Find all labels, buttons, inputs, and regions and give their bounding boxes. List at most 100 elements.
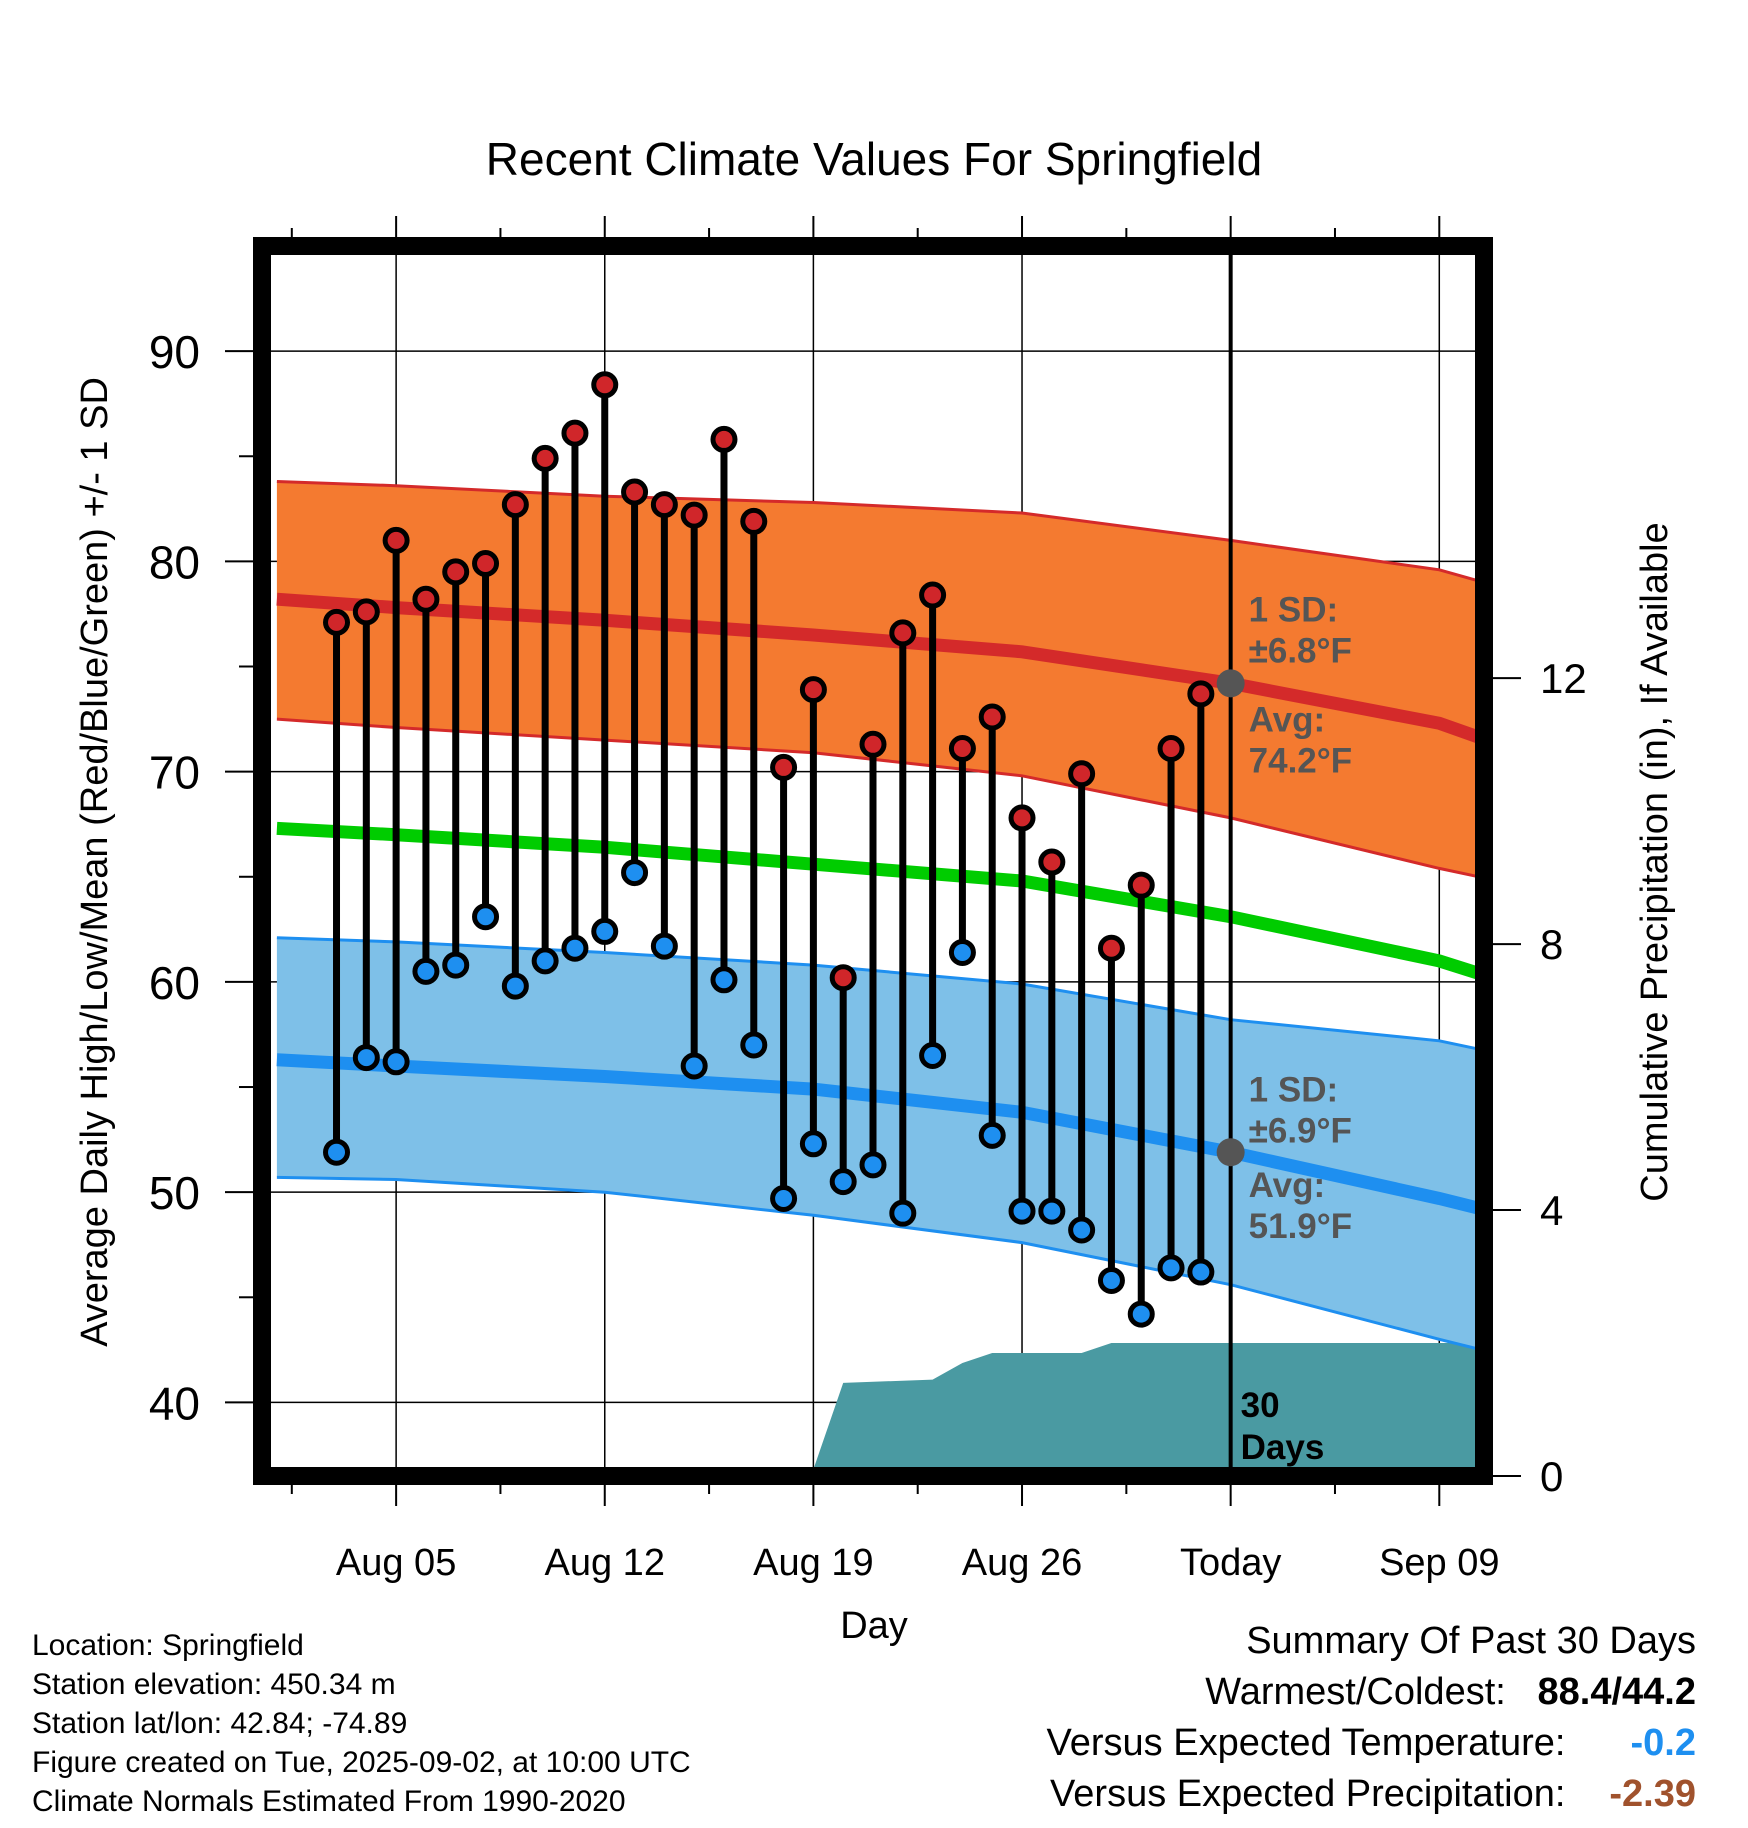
daily-high-point [561,419,589,447]
y-tick-label: 50 [149,1167,200,1219]
daily-low-point [978,1121,1006,1149]
daily-high-point [829,964,857,992]
high-sd-band [276,481,1484,878]
daily-high-point [710,425,738,453]
daily-low-point [591,917,619,945]
daily-high-point [889,619,917,647]
daily-low-point [382,1048,410,1076]
latlon-text: Station lat/lon: 42.84; -74.89 [32,1707,408,1740]
y-tick-label: 90 [149,326,200,378]
high-sd-value: ±6.8°F [1249,631,1352,670]
daily-low-point [352,1044,380,1072]
precip-area [262,1343,1484,1476]
daily-low-point [948,938,976,966]
daily-high-point [1187,680,1215,708]
daily-high-point [621,478,649,506]
daily-high-point [501,491,529,519]
x-tick-label: Aug 26 [962,1542,1082,1584]
daily-high-point [1097,934,1125,962]
daily-high-point [591,371,619,399]
x-axis-label: Day [840,1605,908,1647]
daily-low-point [770,1184,798,1212]
summary-precip-row: Versus Expected Precipitation: -2.39 [1050,1773,1696,1816]
daily-low-point [650,932,678,960]
daily-low-point [799,1130,827,1158]
daily-high-point [740,507,768,535]
low-sd-value: ±6.9°F [1249,1112,1352,1151]
daily-low-point [323,1138,351,1166]
warmest-label: Warmest/Coldest: [1205,1671,1506,1713]
x-tick-label: Sep 09 [1379,1542,1499,1584]
chart-title: Recent Climate Values For Springfield [486,133,1262,185]
daily-low-point [859,1151,887,1179]
daily-low-point [621,859,649,887]
daily-low-point [1068,1216,1096,1244]
low-avg-value: 51.9°F [1249,1207,1353,1246]
daily-low-point [472,903,500,931]
x-tick-label: Aug 12 [545,1542,665,1584]
created-text: Figure created on Tue, 2025-09-02, at 10… [32,1746,691,1779]
daily-high-point [799,676,827,704]
precip-value: -2.39 [1609,1773,1696,1815]
high-sd-lower-line [276,717,1484,880]
low-sd-upper-line [276,936,1484,1052]
y-axis-label: Average Daily High/Low/Mean (Red/Blue/Gr… [74,377,116,1347]
temp-value: -0.2 [1630,1722,1696,1764]
daily-high-point [323,608,351,636]
daily-high-point [680,501,708,529]
daily-low-point [680,1052,708,1080]
daily-low-point [1157,1254,1185,1282]
daily-low-point [1127,1300,1155,1328]
daily-low-point [710,966,738,994]
location-text: Location: Springfield [32,1629,304,1662]
summary-title: Summary Of Past 30 Days [1246,1620,1696,1662]
y-tick-label: 80 [149,536,200,588]
daily-high-point [1008,804,1036,832]
daily-low-point [740,1031,768,1059]
y-tick-label: 70 [149,747,200,799]
y2-tick-label: 4 [1540,1187,1563,1234]
daily-low-point [501,972,529,1000]
daily-low-point [1038,1197,1066,1225]
daily-low-point [442,951,470,979]
low-avg-label: Avg: [1249,1166,1325,1205]
summary-temp-row: Versus Expected Temperature: -0.2 [1047,1722,1696,1765]
warmest-value: 88.4/44.2 [1537,1671,1696,1713]
daily-high-point [1068,760,1096,788]
daily-low-point [1187,1258,1215,1286]
today-high-avg-marker [1216,669,1245,698]
daily-low-point [561,934,589,962]
daily-low-point [412,957,440,985]
x-tick-label: Today [1180,1542,1281,1584]
normals-group [276,480,1484,1352]
y2-axis-label: Cumulative Precipitation (in), If Availa… [1634,522,1676,1201]
days-count-number: 30 [1241,1386,1280,1425]
daily-low-point [889,1199,917,1227]
daily-low-point [829,1168,857,1196]
daily-low-point [531,947,559,975]
x-tick-label: Aug 05 [336,1542,456,1584]
high-avg-label: Avg: [1249,700,1325,739]
low-sd-band [276,937,1484,1351]
daily-low-point [1008,1197,1036,1225]
daily-high-point [382,526,410,554]
today-low-avg-marker [1216,1138,1245,1167]
daily-high-point [919,581,947,609]
y-tick-label: 60 [149,957,200,1009]
daily-high-point [859,730,887,758]
summary-warmest-row: Warmest/Coldest: 88.4/44.2 [1205,1671,1696,1714]
daily-high-point [1038,848,1066,876]
daily-high-point [948,735,976,763]
y2-tick-label: 0 [1540,1453,1563,1500]
daily-low-point [1097,1266,1125,1294]
daily-high-point [650,491,678,519]
plot-frame [253,237,1493,1485]
daily-high-point [531,444,559,472]
low-sd-label: 1 SD: [1249,1071,1338,1110]
days-count-label: Days [1241,1428,1325,1467]
normals-text: Climate Normals Estimated From 1990-2020 [32,1785,626,1818]
y2-tick-label: 8 [1540,921,1563,968]
daily-high-point [1127,871,1155,899]
daily-high-point [352,598,380,626]
low-sd-lower-line [276,1175,1484,1352]
